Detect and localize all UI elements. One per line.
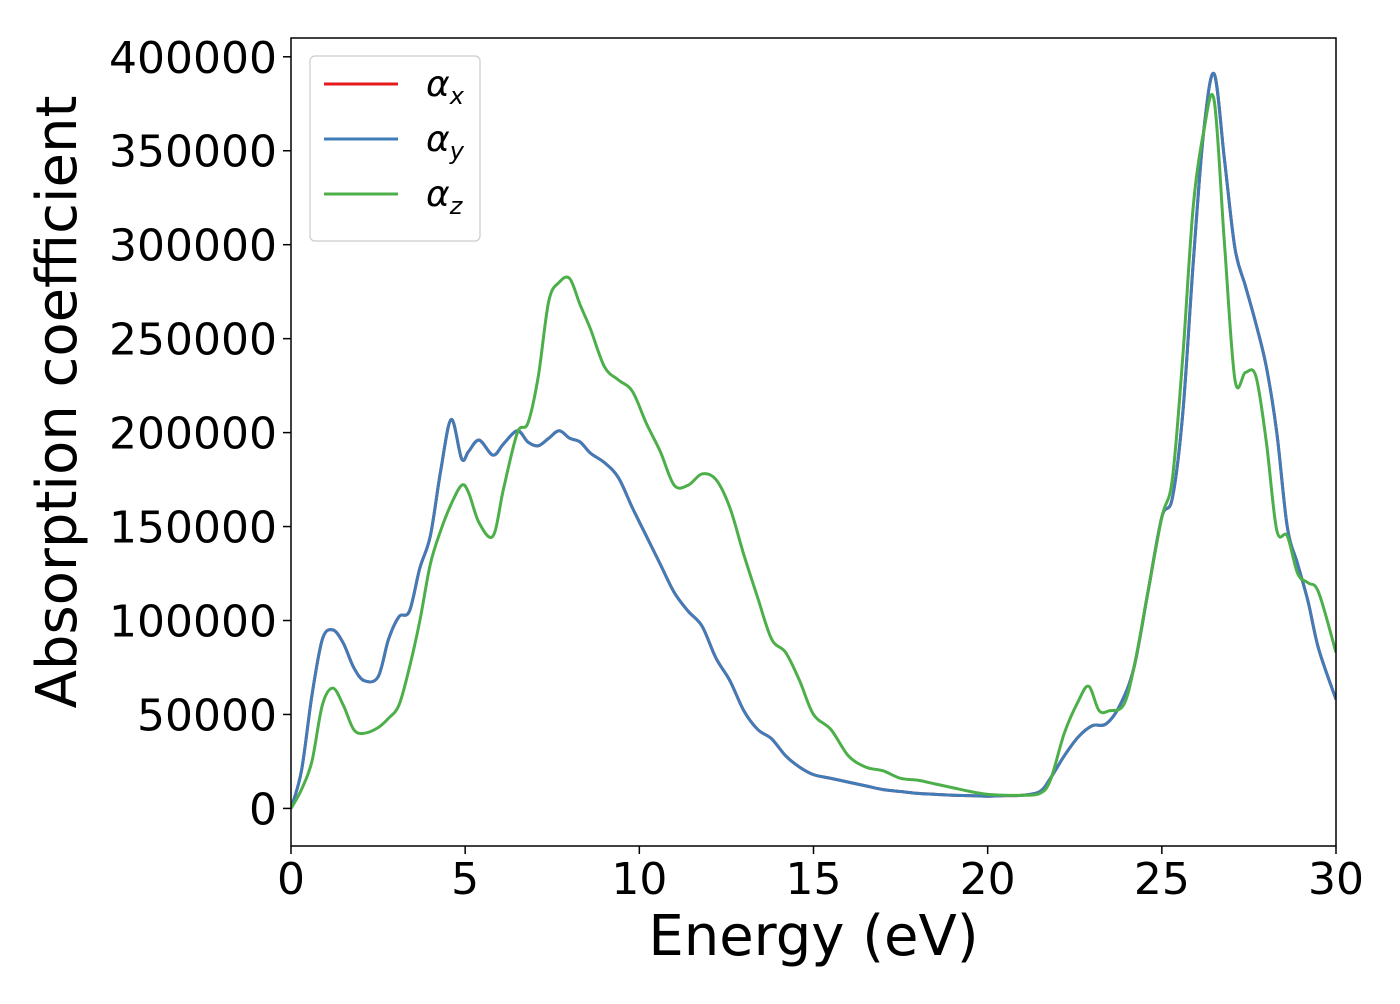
x-tick-label: 10 <box>611 854 667 905</box>
y-tick-label: 250000 <box>109 315 277 366</box>
legend-label-alpha-x: αx <box>426 64 465 110</box>
axis-ticks: 0 5 10 15 20 25 30 0 50000 100000 150000 200000 2500… <box>109 33 1364 905</box>
y-tick-label: 150000 <box>109 503 277 554</box>
y-tick-label: 0 <box>249 784 277 835</box>
y-tick-label: 400000 <box>109 33 277 84</box>
legend-label-alpha-z: αz <box>426 174 464 220</box>
x-tick-label: 0 <box>277 854 305 905</box>
x-tick-label: 20 <box>960 854 1016 905</box>
legend-label-alpha-y: αy <box>426 119 465 165</box>
y-tick-label: 350000 <box>109 127 277 178</box>
x-tick-label: 30 <box>1308 854 1364 905</box>
x-axis-title: Energy (eV) <box>648 904 978 969</box>
y-tick-label: 50000 <box>137 690 277 741</box>
y-tick-label: 100000 <box>109 597 277 648</box>
series-layer <box>291 71 1336 810</box>
legend: αx αy αz <box>309 55 481 242</box>
series-line-alpha-z <box>291 92 1336 810</box>
y-tick-label: 300000 <box>109 221 277 272</box>
x-tick-label: 5 <box>451 854 479 905</box>
series-line-alpha-y <box>291 71 1336 809</box>
y-axis-title: Absorption coefficient <box>25 96 90 709</box>
x-tick-label: 25 <box>1134 854 1190 905</box>
x-tick-label: 15 <box>786 854 842 905</box>
y-tick-label: 200000 <box>109 409 277 460</box>
